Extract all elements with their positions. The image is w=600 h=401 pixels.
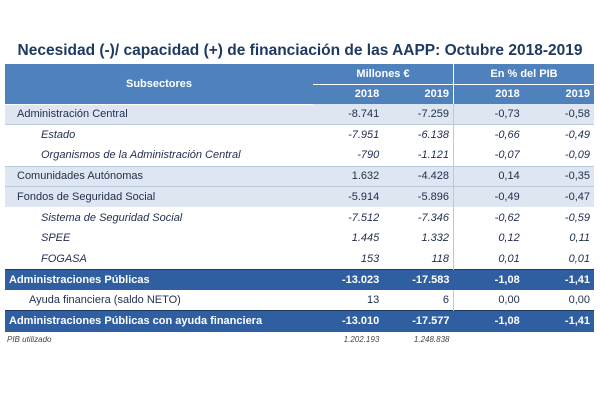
header-year: 2018 [452,84,524,104]
table-row: SPEE 1.445 1.332 0,12 0,11 [5,228,594,249]
cell-value: 1.332 [383,228,454,249]
cell-value: 1.445 [313,228,384,249]
cell-value: -17.583 [383,269,454,291]
total-row: Administraciones Públicas -13.023 -17.58… [5,269,594,291]
cell-value: 1.632 [313,166,384,188]
header-year: 2019 [523,84,594,104]
cell-value: -7.951 [313,124,384,146]
cell-value: 0,01 [452,248,524,270]
cell-value: -0,07 [452,145,524,167]
cell-value: -1,08 [453,310,524,332]
cell-value: -0,62 [452,207,524,229]
cell-value: 13 [313,290,384,311]
cell-value: -17.577 [383,310,454,332]
cell-value: -4.428 [383,166,454,188]
header-year: 2018 [313,84,384,104]
footer-value: 1.202.193 [343,335,380,345]
footer-row: PIB utilizado 1.202.193 1.248.838 [5,332,594,348]
cell-value: 0,12 [452,228,524,249]
cell-value: 0,00 [523,290,594,311]
table-row: Ayuda financiera (saldo NETO) 13 6 0,00 … [5,290,594,311]
cell-value: -1,41 [523,310,594,332]
header-millones: Millones € [313,64,454,85]
cell-value: -0,35 [523,166,594,188]
table-title: Necesidad (-)/ capacidad (+) de financia… [17,42,583,59]
row-label: Administraciones Públicas con ayuda fina… [5,310,314,332]
table-row: Administración Central -8.741 -7.259 -0,… [5,104,594,126]
footer-value: 1.248.838 [413,335,450,345]
cell-value: 0,01 [523,248,594,270]
total-row: Administraciones Públicas con ayuda fina… [5,310,594,332]
footer-label: PIB utilizado [7,335,52,345]
cell-value: -5.896 [383,186,454,208]
table-row: Sistema de Seguridad Social -7.512 -7.34… [5,207,594,229]
cell-value: -13.010 [313,310,384,332]
cell-value: -0,73 [452,104,524,126]
header-year: 2019 [383,84,454,104]
cell-value: -7.512 [313,207,384,229]
cell-value: -6.138 [383,124,454,146]
row-label: Comunidades Autónomas [5,166,314,188]
row-label: Administraciones Públicas [5,269,314,291]
cell-value: -790 [313,145,384,167]
row-label: Administración Central [5,104,314,126]
row-label: Sistema de Seguridad Social [5,207,314,229]
cell-value: -0,47 [523,186,594,208]
cell-value: 0,11 [523,228,594,249]
cell-value: -0,09 [523,145,594,167]
cell-value: -0,49 [452,186,524,208]
cell-value: -1.121 [383,145,454,167]
cell-value: -1,41 [523,269,594,291]
cell-value: -1,08 [453,269,524,291]
row-label: Estado [5,124,314,146]
row-label: SPEE [5,228,314,249]
cell-value: 153 [313,248,384,270]
table-row: Organismos de la Administración Central … [5,145,594,167]
header-subsectores: Subsectores [5,64,314,105]
row-label: FOGASA [5,248,314,270]
cell-value: -13.023 [313,269,384,291]
row-label: Organismos de la Administración Central [5,145,314,167]
cell-value: 118 [383,248,454,270]
row-label: Ayuda financiera (saldo NETO) [5,290,314,311]
cell-value: 0,00 [452,290,524,311]
cell-value: -0,59 [523,207,594,229]
cell-value: -7.346 [383,207,454,229]
cell-value: -5.914 [313,186,384,208]
table-row: Fondos de Seguridad Social -5.914 -5.896… [5,186,594,208]
cell-value: 0,14 [452,166,524,188]
cell-value: 6 [383,290,454,311]
cell-value: -8.741 [313,104,384,126]
table-row: Comunidades Autónomas 1.632 -4.428 0,14 … [5,166,594,188]
table-row: FOGASA 153 118 0,01 0,01 [5,248,594,270]
header-pib: En % del PIB [453,64,594,85]
table-row: Estado -7.951 -6.138 -0,66 -0,49 [5,124,594,146]
row-label: Fondos de Seguridad Social [5,186,314,208]
financing-table: Subsectores Millones € En % del PIB 2018… [5,64,594,348]
cell-value: -0,58 [523,104,594,126]
cell-value: -0,49 [523,124,594,146]
cell-value: -7.259 [383,104,454,126]
cell-value: -0,66 [452,124,524,146]
